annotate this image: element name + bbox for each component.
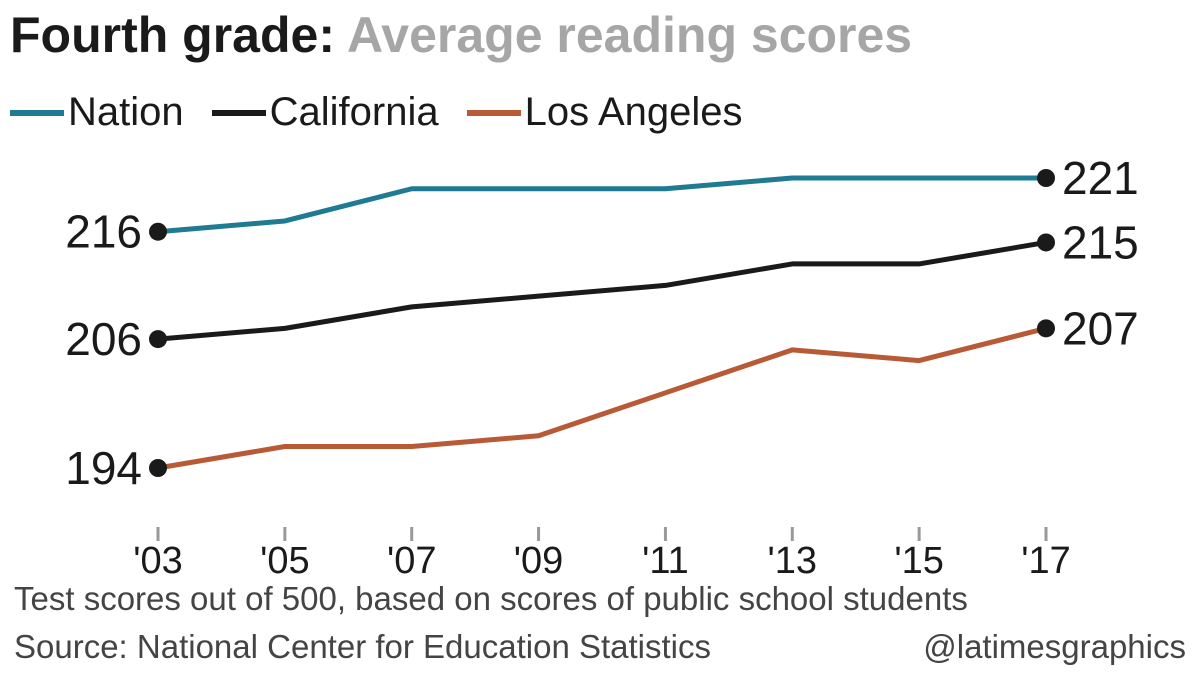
end-dot-nation [1037,169,1055,187]
end-label-nation: 221 [1062,152,1139,204]
series-line-los-angeles [155,325,1049,471]
legend-label-california: California [269,90,439,134]
start-dot-nation [149,222,167,241]
chart-title: Fourth grade: Average reading scores [10,8,912,63]
x-tick-label-5: '13 [768,540,818,582]
x-tick-label-0: '03 [133,540,183,582]
legend-item-los-angeles: Los Angeles [466,90,743,135]
legend-label-nation: Nation [68,90,184,134]
start-label-nation: 216 [65,206,142,258]
credit-line: @latimesgraphics [923,628,1186,665]
x-tick-label-3: '09 [514,540,564,582]
legend-item-california: California [211,90,439,135]
start-label-california: 206 [65,313,142,365]
x-tick-label-1: '05 [260,540,310,582]
end-label-los-angeles: 207 [1062,302,1139,354]
x-tick-label-2: '07 [387,540,437,582]
x-tick-label-4: '11 [642,540,689,582]
legend-swatch-nation [10,109,64,116]
end-dot-los-angeles [1037,319,1055,338]
legend-swatch-california [211,109,266,116]
chart-note: Test scores out of 500, based on scores … [14,580,968,617]
x-tick-label-6: '15 [894,540,944,582]
legend-label-los-angeles: Los Angeles [524,90,743,134]
legend-swatch-los-angeles [466,109,521,116]
end-label-california: 215 [1062,216,1139,268]
title-sub: Average reading scores [347,7,913,63]
title-main: Fourth grade: [10,7,335,63]
source-line: Source: National Center for Education St… [14,628,712,665]
legend-item-nation: Nation [10,90,184,135]
x-tick-label-7: '17 [1021,540,1071,582]
start-dot-california [149,330,167,349]
series-line-california [155,239,1049,342]
series-line-nation [155,175,1049,235]
legend: Nation California Los Angeles [10,90,771,135]
start-label-los-angeles: 194 [65,442,142,494]
end-dot-california [1037,233,1055,252]
start-dot-los-angeles [149,459,167,477]
